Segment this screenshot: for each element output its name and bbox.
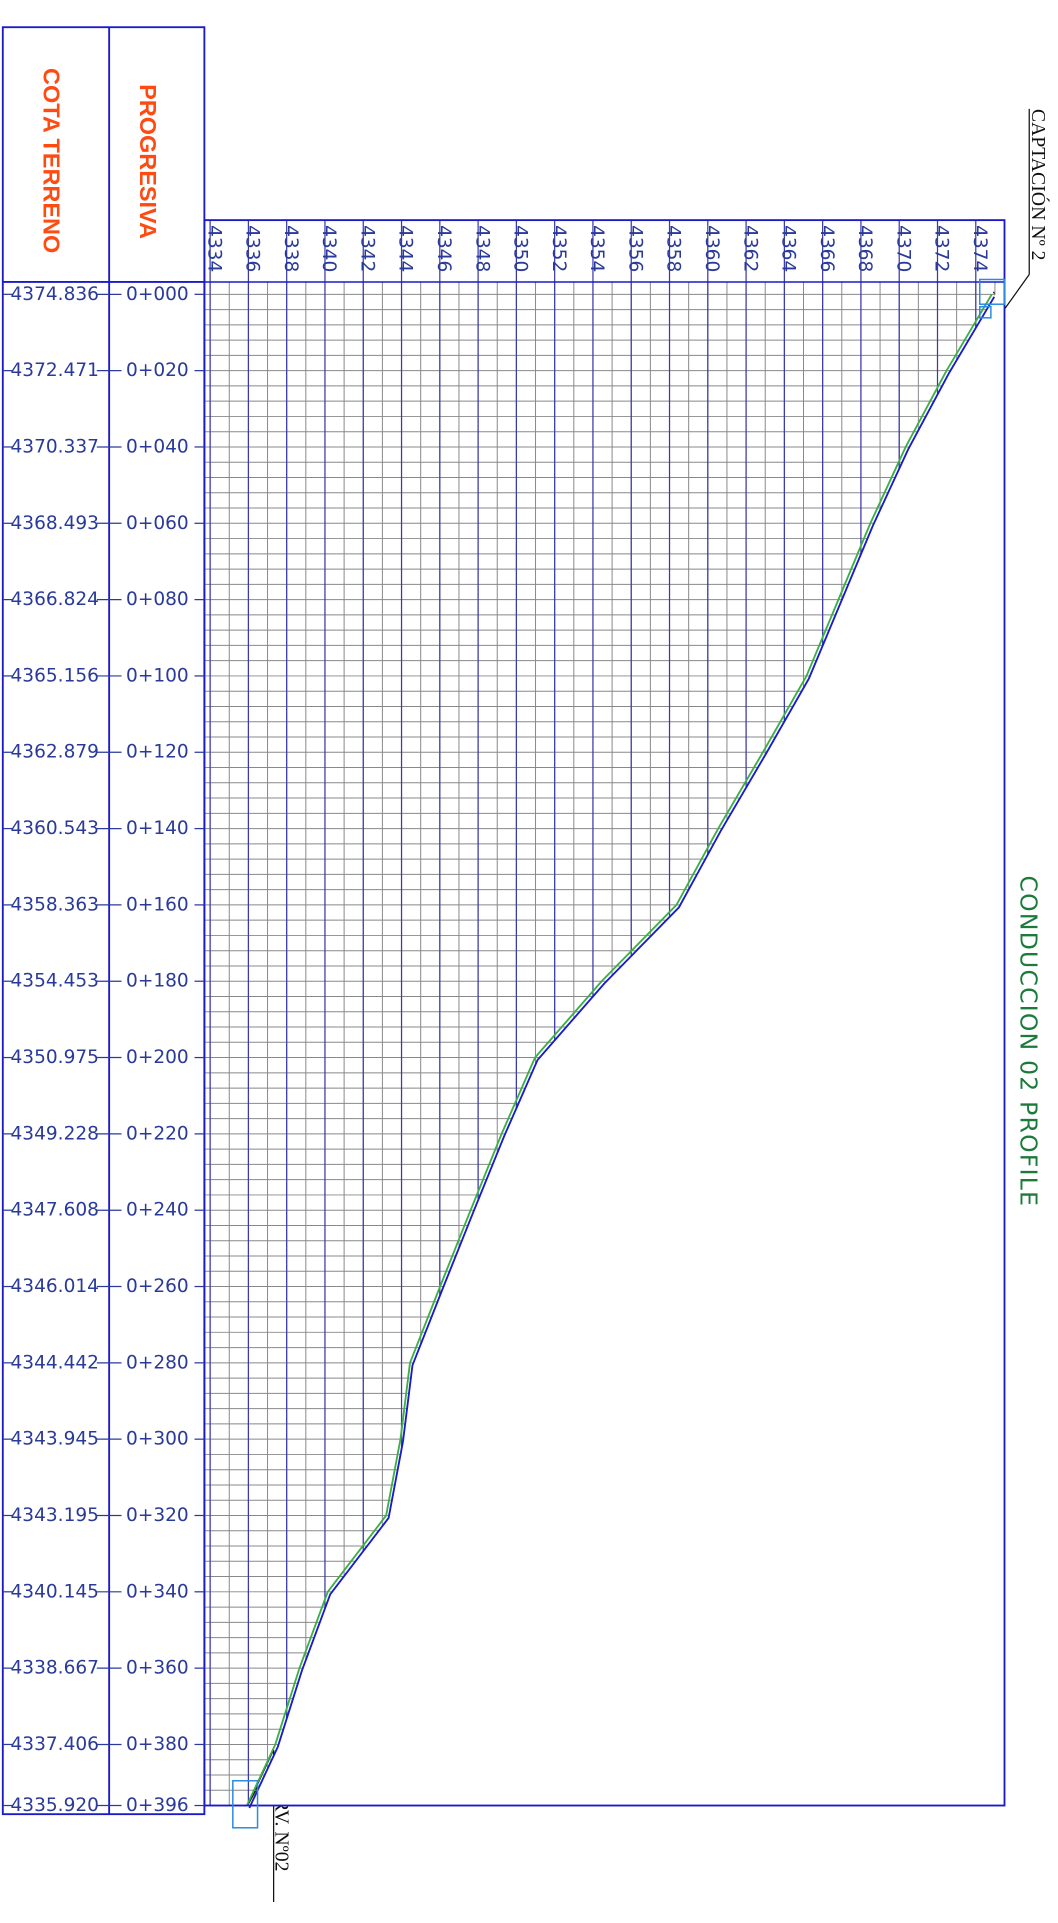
x-tick-label: 0+300 — [126, 1429, 189, 1450]
y-tick-label: 4352 — [548, 225, 569, 272]
y-tick-label: 4372 — [931, 225, 952, 272]
y-tick-label: 4364 — [778, 225, 799, 272]
x-tick-label: 0+040 — [126, 436, 189, 457]
value-label: 4335.920 — [11, 1795, 99, 1816]
x-tick-label: 0+280 — [126, 1352, 189, 1373]
value-label: 4372.471 — [11, 360, 99, 381]
value-label: 4362.879 — [11, 742, 99, 763]
x-tick-label: 0+060 — [126, 513, 189, 534]
value-label: 4349.228 — [11, 1123, 99, 1144]
y-tick-label: 4370 — [892, 225, 913, 272]
value-label: 4343.945 — [11, 1429, 99, 1450]
x-tick-label: 0+100 — [126, 665, 189, 686]
x-tick-label: 0+396 — [126, 1795, 189, 1816]
value-label: 4368.493 — [11, 513, 99, 534]
x-tick-label: 0+120 — [126, 742, 189, 763]
y-tick-label: 4374 — [969, 225, 990, 272]
x-tick-label: 0+140 — [126, 818, 189, 839]
x-tick-label: 0+000 — [126, 284, 189, 305]
marks — [246, 293, 996, 1809]
y-tick-label: 4340 — [318, 225, 339, 272]
y-tick-label: 4342 — [356, 225, 377, 272]
value-label: 4360.543 — [11, 818, 99, 839]
value-label: 4374.836 — [11, 284, 99, 305]
column-header: PROGRESIVA — [135, 84, 161, 239]
x-tick-label: 0+220 — [126, 1123, 189, 1144]
value-label: 4337.406 — [11, 1734, 99, 1755]
x-tick-label: 0+080 — [126, 589, 189, 610]
y-tick-label: 4354 — [586, 225, 607, 272]
start-marker — [979, 305, 992, 319]
y-tick-label: 4358 — [663, 225, 684, 272]
pipe-line — [248, 296, 996, 1809]
terrain-line — [246, 293, 993, 1806]
x-tick-label: 0+160 — [126, 894, 189, 915]
value-label: 4343.195 — [11, 1505, 99, 1526]
value-label: 4365.156 — [11, 665, 99, 686]
x-tick-label: 0+240 — [126, 1200, 189, 1221]
value-label: 4344.442 — [11, 1352, 99, 1373]
y-tick-label: 4334 — [203, 225, 224, 272]
column-header: COTA TERRENO — [39, 68, 65, 253]
annotation: CAPTACIÓN Nº 2 — [1027, 109, 1049, 261]
x-tick-label: 0+320 — [126, 1505, 189, 1526]
end-marker — [232, 1780, 259, 1829]
y-tick-label: 4360 — [701, 225, 722, 272]
y-tick-label: 4350 — [510, 225, 531, 272]
value-label: 4347.608 — [11, 1200, 99, 1221]
x-tick-label: 0+020 — [126, 360, 189, 381]
x-tick-label: 0+260 — [126, 1276, 189, 1297]
value-label: 4370.337 — [11, 436, 99, 457]
y-tick-label: 4338 — [280, 225, 301, 272]
y-tick-label: 4336 — [242, 225, 263, 272]
value-label: 4366.824 — [11, 589, 99, 610]
grid — [204, 220, 1005, 1806]
value-label: 4350.975 — [11, 1047, 99, 1068]
value-label: 4340.145 — [11, 1581, 99, 1602]
x-tick-label: 0+180 — [126, 971, 189, 992]
value-label: 4354.453 — [11, 971, 99, 992]
y-tick-label: 4368 — [854, 225, 875, 272]
plot-frame — [203, 219, 1006, 1807]
y-tick-label: 4344 — [395, 225, 416, 272]
x-tick-label: 0+360 — [126, 1658, 189, 1679]
x-tick-label: 0+340 — [126, 1581, 189, 1602]
y-tick-label: 4348 — [471, 225, 492, 272]
value-label: 4338.667 — [11, 1658, 99, 1679]
y-tick-label: 4366 — [816, 225, 837, 272]
y-tick-label: 4362 — [739, 225, 760, 272]
y-tick-label: 4346 — [433, 225, 454, 272]
x-tick-label: 0+380 — [126, 1734, 189, 1755]
value-label: 4358.363 — [11, 894, 99, 915]
y-tick-label: 4356 — [624, 225, 645, 272]
start-marker — [979, 278, 1006, 305]
x-tick-label: 0+200 — [126, 1047, 189, 1068]
value-label: 4346.014 — [11, 1276, 99, 1297]
chart-title: CONDUCCION 02 PROFILE — [1014, 876, 1042, 1208]
